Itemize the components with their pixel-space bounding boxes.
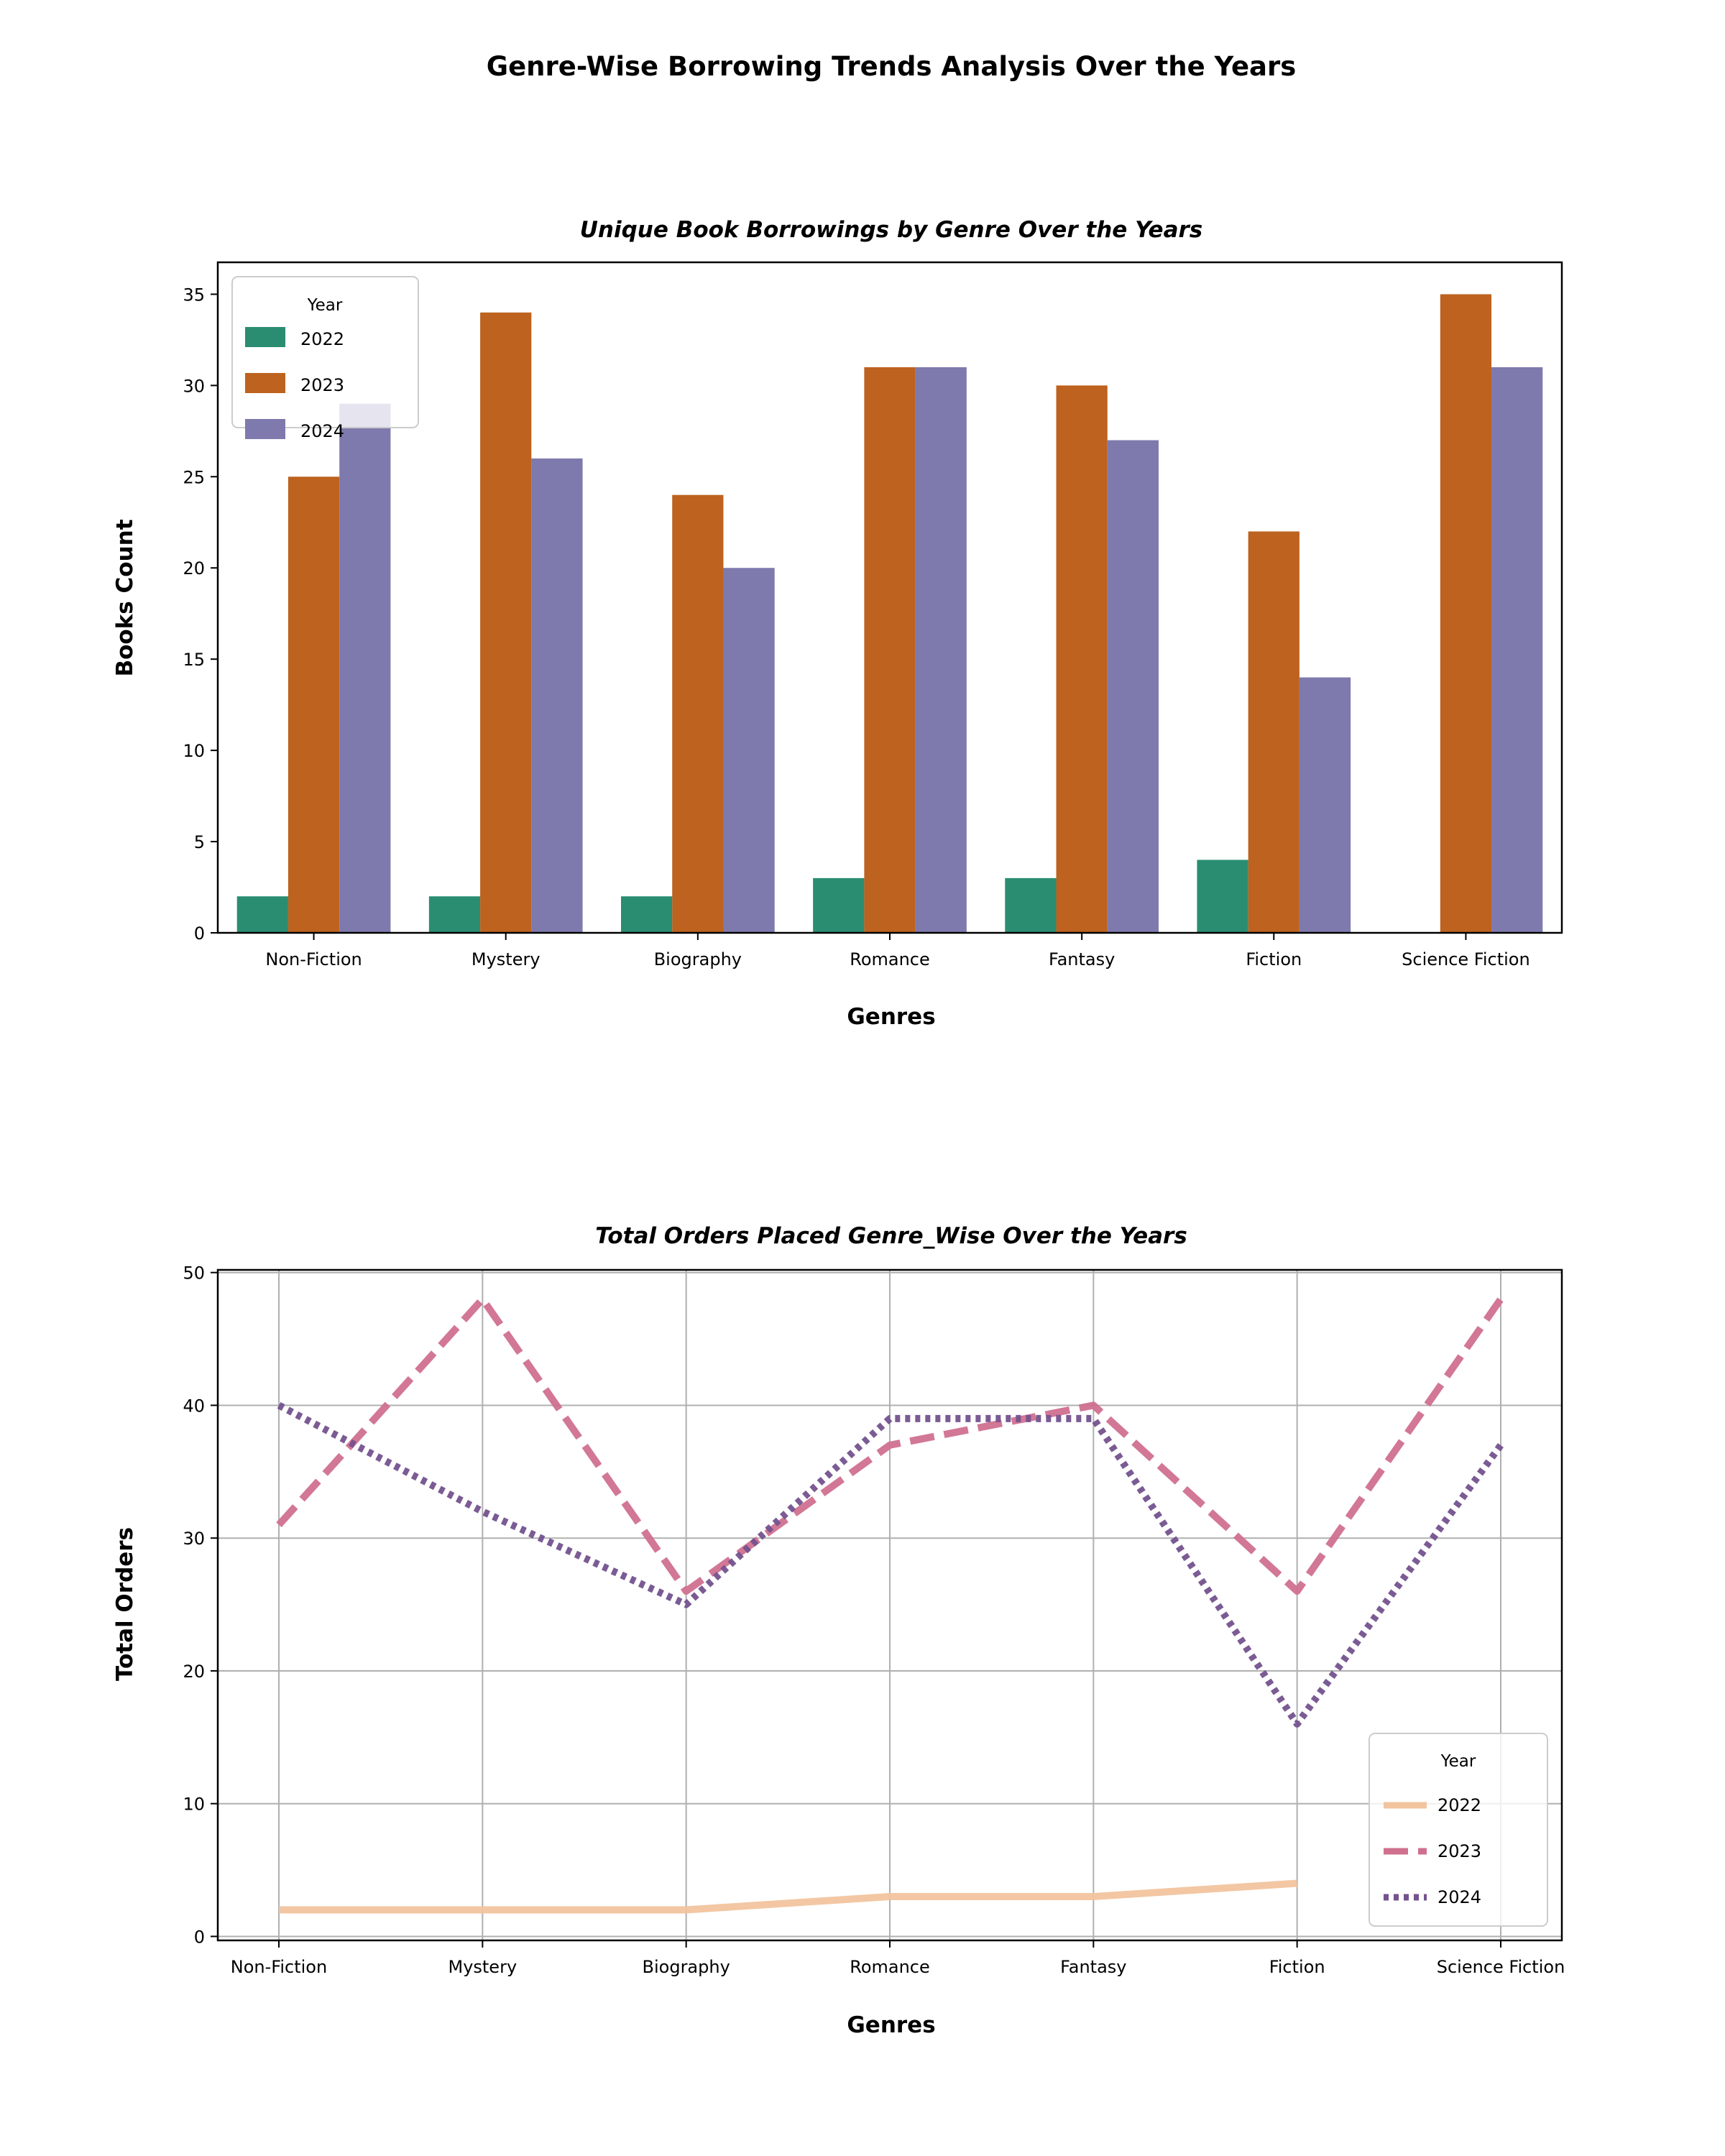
line-legend-label-2023: 2023: [1438, 1841, 1481, 1861]
bar-fantasy-2023: [1056, 385, 1108, 933]
bar-fiction-2022: [1197, 860, 1248, 933]
bar-romance-2023: [864, 367, 916, 933]
line-x-axis-label: Genres: [847, 2012, 935, 2038]
bar-fantasy-2024: [1107, 440, 1159, 933]
line-legend-box: [1368, 1733, 1548, 1927]
bar-ytick-label: 0: [194, 923, 205, 944]
line-xtick-label: Biography: [643, 1957, 730, 1977]
bar-fantasy-2022: [1005, 877, 1057, 933]
bar-biography-2024: [723, 568, 775, 933]
bar-fiction-2023: [1248, 531, 1300, 933]
bar-legend-label-2022: 2022: [300, 329, 344, 349]
bar-mystery-2023: [480, 312, 532, 934]
bar-marks: [236, 294, 1543, 934]
bar-ytick-label: 20: [183, 558, 205, 579]
line-legend: Year 2022 2023 2024: [1368, 1733, 1548, 1927]
bar-legend: Year 2022 2023 2024: [231, 276, 419, 441]
bar-non-fiction-2022: [236, 896, 288, 933]
bar-biography-2022: [621, 896, 673, 933]
bar-romance-2024: [915, 367, 967, 933]
line-ytick-label: 30: [183, 1529, 205, 1549]
bar-biography-2023: [672, 494, 724, 933]
line-xtick-label: Romance: [850, 1957, 930, 1977]
bar-ytick-label: 30: [183, 376, 205, 396]
bar-xtick-label: Fantasy: [1049, 949, 1115, 969]
line-ytick-label: 0: [194, 1927, 205, 1947]
line-ytick-label: 40: [183, 1396, 205, 1416]
line-ytick-label: 10: [183, 1795, 205, 1815]
bar-ytick-label: 5: [194, 832, 205, 852]
bar-science-fiction-2024: [1491, 367, 1543, 933]
bar-non-fiction-2024: [339, 403, 391, 933]
line-ytick-label: 20: [183, 1662, 205, 1682]
bar-xtick-label: Non-Fiction: [265, 949, 362, 969]
bar-xtick-label: Fiction: [1246, 949, 1302, 969]
figure-title: Genre-Wise Borrowing Trends Analysis Ove…: [487, 51, 1297, 82]
bar-xtick-label: Biography: [654, 949, 742, 969]
line-chart: Total Orders Placed Genre_Wise Over the …: [112, 1223, 1565, 2038]
line-y-axis-label: Total Orders: [112, 1527, 138, 1681]
line-xtick-label: Fantasy: [1060, 1957, 1126, 1977]
bar-xtick-label: Mystery: [472, 949, 540, 969]
bar-legend-label-2024: 2024: [300, 421, 344, 441]
bar-xtick-label: Romance: [850, 949, 930, 969]
bar-legend-swatch-2022: [245, 327, 285, 347]
bar-x-axis-label: Genres: [847, 1004, 935, 1030]
bar-ytick-label: 10: [183, 741, 205, 761]
bar-fiction-2024: [1299, 677, 1351, 933]
bar-legend-label-2023: 2023: [300, 375, 344, 395]
line-series-2022: [279, 1879, 1297, 1914]
bar-xtick-label: Science Fiction: [1402, 949, 1530, 969]
line-xtick-label: Mystery: [448, 1957, 517, 1977]
bar-romance-2022: [813, 877, 865, 933]
bar-plot-frame: [216, 261, 1563, 934]
line-legend-label-2024: 2024: [1438, 1887, 1481, 1907]
line-x-axis: Non-Fiction Mystery Biography Romance Fantas…: [231, 1940, 1565, 1977]
line-legend-label-2022: 2022: [1438, 1795, 1481, 1815]
bar-legend-swatch-2024: [245, 419, 285, 439]
bar-chart-title: Unique Book Borrowings by Genre Over the…: [580, 217, 1203, 243]
bar-x-axis: Non-Fiction Mystery Biography Romance Fantas…: [265, 933, 1530, 969]
bar-mystery-2022: [428, 896, 481, 933]
bar-y-axis: 0 5 10 15 20 25 30 35: [183, 285, 218, 944]
line-y-axis: 0 10 20 30 40 50: [183, 1263, 218, 1947]
bar-ytick-label: 35: [183, 285, 205, 305]
line-plot-frame: [216, 1268, 1563, 1942]
bar-legend-swatch-2023: [245, 373, 285, 393]
bar-legend-title: Year: [307, 296, 343, 315]
line-xtick-label: Fiction: [1269, 1957, 1325, 1977]
bar-y-axis-label: Books Count: [112, 519, 138, 676]
line-ytick-label: 50: [183, 1263, 205, 1284]
bar-mystery-2024: [531, 458, 583, 933]
line-xtick-label: Science Fiction: [1437, 1957, 1565, 1977]
bar-ytick-label: 15: [183, 650, 205, 670]
line-marks: [276, 1295, 1504, 1914]
line-xtick-label: Non-Fiction: [231, 1957, 327, 1977]
bar-non-fiction-2023: [288, 476, 340, 933]
bar-ytick-label: 25: [183, 467, 205, 487]
line-series-2024: [277, 1402, 1504, 1728]
line-chart-title: Total Orders Placed Genre_Wise Over the …: [595, 1223, 1187, 1249]
line-series-2023: [276, 1295, 1504, 1595]
bar-science-fiction-2023: [1440, 294, 1492, 933]
bar-chart: Unique Book Borrowings by Genre Over the…: [112, 217, 1563, 1030]
line-legend-title: Year: [1440, 1752, 1476, 1771]
